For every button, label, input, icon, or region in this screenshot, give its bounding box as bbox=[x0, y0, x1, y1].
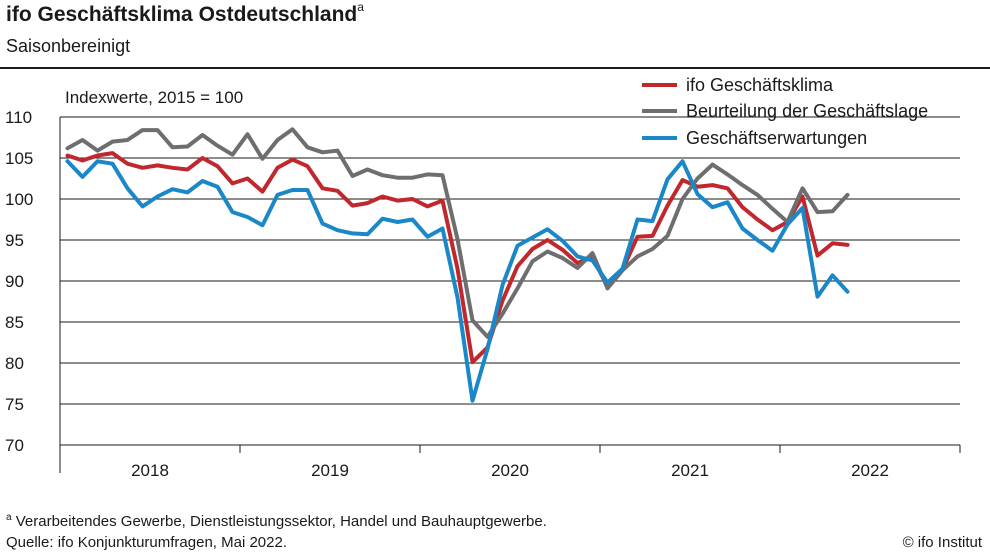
footnote: a Verarbeitendes Gewerbe, Dienstleistung… bbox=[6, 512, 547, 530]
source-note: Quelle: ifo Konjunkturumfragen, Mai 2022… bbox=[6, 534, 287, 551]
legend-label-1: Beurteilung der Geschäftslage bbox=[686, 101, 928, 121]
x-tick-label-2018: 2018 bbox=[131, 461, 169, 480]
x-tick-label-2019: 2019 bbox=[311, 461, 349, 480]
y-tick-label: 100 bbox=[5, 190, 33, 209]
x-tick-label-2022: 2022 bbox=[851, 461, 889, 480]
copyright: © ifo Institut bbox=[902, 534, 982, 551]
y-tick-label: 80 bbox=[5, 354, 24, 373]
y-tick-label: 105 bbox=[5, 149, 33, 168]
y-tick-label: 110 bbox=[5, 108, 32, 127]
y-tick-label: 75 bbox=[5, 395, 24, 414]
legend-label-0: ifo Geschäftsklima bbox=[686, 75, 834, 95]
x-tick-label-2021: 2021 bbox=[671, 461, 709, 480]
series-layer bbox=[65, 127, 850, 403]
footnote-marker: a bbox=[6, 512, 12, 523]
chart-subtitle: Saisonbereinigt bbox=[6, 36, 131, 56]
y-tick-label: 90 bbox=[5, 272, 24, 291]
y-tick-label: 70 bbox=[5, 436, 24, 455]
title-footnote-marker: a bbox=[357, 0, 364, 14]
y-tick-label: 85 bbox=[5, 313, 24, 332]
title-divider bbox=[0, 67, 990, 69]
index-label: Indexwerte, 2015 = 100 bbox=[65, 88, 243, 107]
legend: ifo Geschäftsklima Beurteilung der Geschä… bbox=[642, 75, 928, 148]
line-chart: 70 75 80 85 90 95 100 105 110 2018 2019 2020 2021 202… bbox=[5, 75, 961, 480]
series-line-1 bbox=[65, 127, 850, 339]
y-tick-label: 95 bbox=[5, 231, 24, 250]
x-tick-label-2020: 2020 bbox=[491, 461, 529, 480]
series-line-0 bbox=[65, 151, 850, 365]
axis-layer: 70 75 80 85 90 95 100 105 110 2018 2019 2020 2021 202… bbox=[5, 108, 961, 480]
legend-label-2: Geschäftserwartungen bbox=[686, 128, 867, 148]
series-line-2 bbox=[65, 159, 850, 403]
chart-title: ifo Geschäftsklima Ostdeutschlanda bbox=[6, 0, 364, 26]
